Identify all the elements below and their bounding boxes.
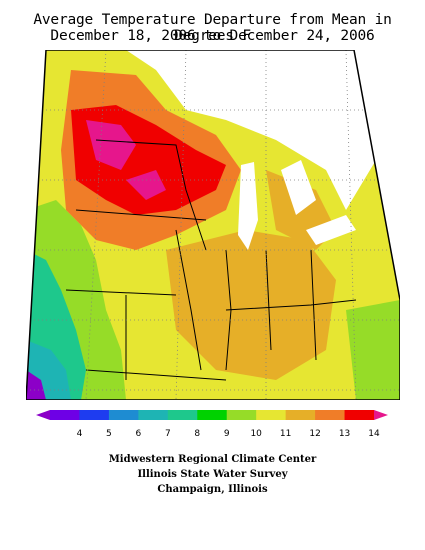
region-southwest-purple [26,370,46,400]
credit-line1: Midwestern Regional Climate Center [108,454,317,465]
legend-label: 7 [165,429,171,439]
canada-area [126,50,376,210]
region-north-magenta2 [126,170,166,200]
map-frame [26,50,400,400]
legend-label: 13 [339,429,350,439]
legend-bar [36,410,388,420]
map-title-line2: December 18, 2006 to December 24, 2006 [50,28,375,44]
graticule [26,50,400,400]
legend-label: 10 [250,429,262,439]
legend-swatch [108,410,139,420]
legend-label: 4 [77,429,83,439]
legend-swatch [344,410,375,420]
legend-swatch [79,410,110,420]
legend-label: 9 [224,429,230,439]
legend-swatch [197,410,228,420]
legend-swatch [285,410,316,420]
color-legend: 456789101112131415 [36,410,388,439]
region-east-green [346,300,400,400]
legend-swatch [315,410,346,420]
legend-swatch [138,410,169,420]
region-central-orange [166,230,336,380]
temperature-departure-map [26,50,400,400]
region-north-magenta [86,120,136,170]
legend-label: 14 [368,429,380,439]
map-title-line1: Average Temperature Departure from Mean … [33,12,392,44]
lake-huron [281,160,316,215]
legend-label: 8 [194,429,200,439]
legend-label: 11 [280,429,291,439]
legend-arrow-high [374,410,388,420]
legend-swatch [50,410,80,420]
state-boundaries [65,139,357,381]
legend-swatch [226,410,257,420]
credit-line2: Illinois State Water Survey [137,469,288,480]
legend-arrow-low [36,410,50,420]
lake-erie [306,215,356,245]
legend-label: 12 [309,429,320,439]
lake-michigan [238,162,258,250]
legend-labels: 456789101112131415 [77,429,380,439]
legend-swatch [256,410,287,420]
legend-label: 5 [106,429,112,439]
credit-line3: Champaign, Illinois [157,484,268,495]
legend-swatch [167,410,198,420]
legend-label: 6 [135,429,141,439]
